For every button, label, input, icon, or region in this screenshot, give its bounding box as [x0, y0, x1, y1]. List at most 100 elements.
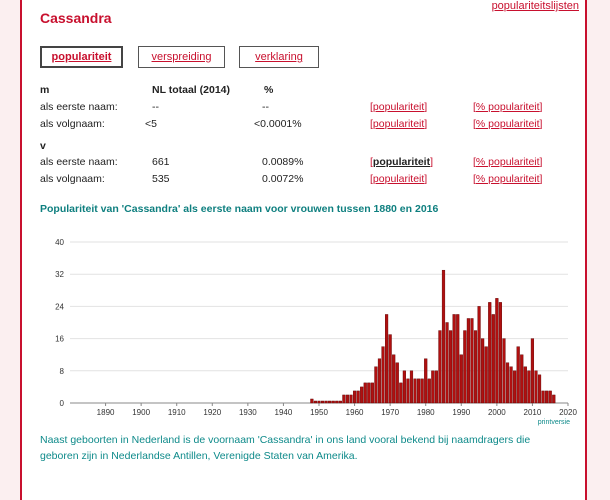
tab-popularity[interactable]: populariteit — [40, 46, 123, 68]
bar — [466, 318, 470, 404]
row-percent: -- — [262, 101, 269, 113]
x-tick-label: 1910 — [168, 408, 186, 417]
pct-popularity-link-cell: [% populariteit] — [473, 118, 543, 130]
bar — [417, 378, 421, 404]
pct-popularity-link-cell: [% populariteit] — [473, 173, 543, 185]
sex-header-v: v — [40, 140, 46, 152]
bar — [409, 370, 414, 404]
bar — [541, 390, 545, 404]
pct-popularity-link[interactable]: % populariteit — [475, 118, 540, 130]
bar — [349, 394, 353, 404]
bar — [388, 334, 392, 404]
row-total: -- — [152, 101, 159, 113]
row-label: als volgnaam: — [40, 173, 105, 185]
row-label: als eerste naam: — [40, 156, 118, 168]
bar — [352, 390, 357, 404]
tab-distribution[interactable]: verspreiding — [138, 46, 225, 68]
bar — [381, 346, 385, 404]
bar — [406, 378, 410, 404]
bar — [360, 386, 364, 404]
y-tick-label: 0 — [60, 399, 65, 408]
x-tick-label: 2010 — [524, 408, 542, 417]
row-percent: 0.0089% — [262, 156, 304, 168]
bar — [552, 394, 556, 404]
bar — [356, 390, 360, 404]
footnote-text: Naast geboorten in Nederland is de voorn… — [40, 434, 531, 462]
bar — [431, 370, 435, 404]
percent-column-header: % — [264, 84, 274, 96]
bar — [434, 370, 438, 404]
popularity-link[interactable]: populariteit — [372, 118, 425, 130]
bar — [424, 358, 428, 404]
x-tick-label: 2020 — [559, 408, 577, 417]
bar — [367, 382, 371, 404]
bar — [335, 400, 339, 404]
bar — [317, 400, 321, 404]
bar — [320, 400, 325, 404]
y-tick-label: 8 — [60, 367, 65, 376]
bar — [473, 330, 478, 404]
bar — [456, 314, 460, 404]
x-tick-label: 1980 — [417, 408, 435, 417]
bar — [338, 400, 342, 404]
row-total: <5 — [145, 118, 157, 130]
bar — [505, 362, 510, 404]
bar — [495, 298, 499, 404]
bar — [502, 338, 506, 404]
tab-explanation[interactable]: verklaring — [239, 46, 319, 68]
bar — [427, 378, 431, 404]
bar — [331, 400, 335, 404]
bar — [545, 390, 549, 404]
bar — [452, 314, 456, 404]
x-tick-label: 1890 — [97, 408, 115, 417]
y-tick-label: 40 — [55, 238, 64, 247]
bar — [509, 366, 513, 404]
pct-popularity-link[interactable]: % populariteit — [475, 156, 540, 168]
bar — [374, 366, 378, 404]
bar — [463, 330, 467, 404]
pct-popularity-link[interactable]: % populariteit — [475, 101, 540, 113]
pct-popularity-link[interactable]: % populariteit — [475, 173, 540, 185]
print-version-link[interactable]: printversie — [538, 419, 570, 426]
bar — [537, 374, 542, 404]
popularity-link-cell: [populariteit] — [370, 156, 434, 168]
bar — [402, 370, 406, 404]
bar — [530, 338, 535, 404]
x-tick-label: 1920 — [203, 408, 221, 417]
bar — [310, 398, 314, 404]
popularity-link[interactable]: populariteit — [372, 101, 425, 113]
content-card: populariteitslijsten Cassandra popularit… — [20, 0, 587, 500]
bar — [399, 382, 403, 404]
x-tick-label: 1930 — [239, 408, 257, 417]
pct-popularity-link-cell: [% populariteit] — [473, 101, 543, 113]
bar — [534, 370, 538, 404]
bar — [449, 330, 453, 404]
bar — [363, 382, 367, 404]
x-tick-label: 1970 — [381, 408, 399, 417]
row-label: als volgnaam: — [40, 118, 105, 130]
y-tick-label: 32 — [55, 270, 64, 279]
total-column-header: NL totaal (2014) — [152, 84, 230, 96]
bar — [516, 346, 520, 404]
bar — [392, 354, 396, 404]
bar — [345, 394, 350, 404]
sex-header-m: m — [40, 84, 50, 96]
popularity-link[interactable]: populariteit — [372, 173, 425, 185]
popularity-link-active[interactable]: populariteit — [372, 156, 431, 168]
bar — [513, 370, 517, 404]
x-tick-label: 1990 — [452, 408, 470, 417]
bar — [377, 358, 382, 404]
popularity-lists-link[interactable]: populariteitslijsten — [491, 0, 579, 12]
bar — [441, 269, 446, 404]
popularity-link-cell: [populariteit] — [370, 118, 428, 130]
bar — [491, 314, 495, 404]
x-tick-label: 1960 — [346, 408, 364, 417]
x-tick-label: 1900 — [132, 408, 150, 417]
bar — [385, 314, 389, 404]
bar — [498, 302, 502, 404]
bar — [395, 362, 399, 404]
bar — [445, 322, 449, 404]
bar — [477, 306, 481, 404]
bar — [370, 382, 374, 404]
bar — [470, 318, 474, 404]
